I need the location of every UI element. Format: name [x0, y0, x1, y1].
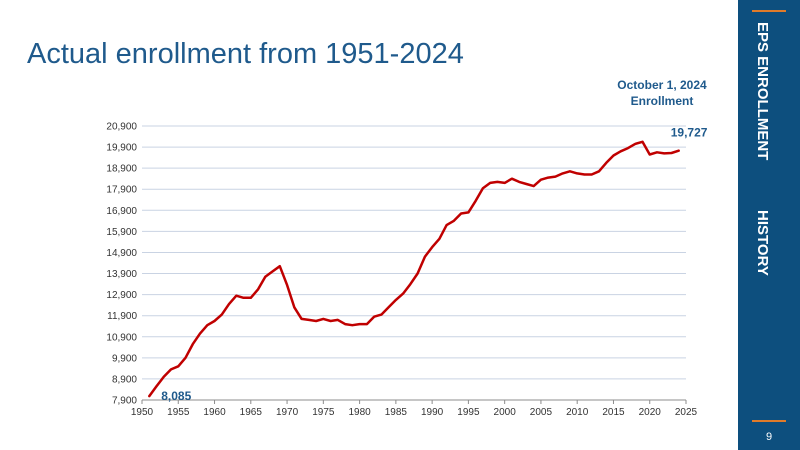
x-tick-label: 2005: [530, 407, 553, 418]
data-label: 19,727: [671, 126, 708, 140]
y-tick-label: 18,900: [106, 164, 137, 175]
sidebar-panel: EPS ENROLLMENT HISTORY 9: [738, 0, 800, 450]
x-tick-label: 1965: [240, 407, 263, 418]
x-tick-label: 2015: [602, 407, 625, 418]
sidebar-bottom-rule: [752, 420, 786, 422]
y-tick-label: 14,900: [106, 248, 137, 259]
x-tick-label: 1975: [312, 407, 335, 418]
y-tick-label: 20,900: [106, 122, 137, 133]
data-label: 8,085: [161, 389, 191, 403]
page-number: 9: [765, 431, 773, 443]
callout-label: Enrollment: [630, 94, 694, 108]
x-tick-label: 1995: [457, 407, 480, 418]
x-axis-ticks: 1950 1955 1960 1965 1970 1975 1980 1985 1990 1995…: [131, 407, 698, 418]
x-tick-label: 2000: [494, 407, 517, 418]
x-tick-label: 1985: [385, 407, 408, 418]
enrollment-callout: October 1, 2024 Enrollment: [598, 77, 726, 109]
chart-data-labels: 8,085 19,727: [161, 126, 708, 403]
y-tick-label: 10,900: [106, 332, 137, 343]
enrollment-line-chart: 7,900 8,900 9,900 10,900 11,900 12,900 13,900 1…: [106, 122, 708, 419]
x-tick-label: 1960: [203, 407, 226, 418]
chart-gridlines: [142, 125, 686, 380]
y-tick-label: 17,900: [106, 185, 137, 196]
chart-axes: [141, 399, 687, 404]
sidebar-title: EPS ENROLLMENT: [754, 22, 771, 161]
y-tick-label: 11,900: [107, 311, 137, 322]
chart-series: [148, 140, 680, 398]
x-tick-label: 1980: [348, 407, 371, 418]
x-tick-label: 1950: [131, 407, 154, 418]
y-tick-label: 9,900: [112, 353, 137, 364]
y-tick-label: 15,900: [106, 227, 137, 238]
x-tick-label: 2020: [639, 407, 662, 418]
enrollment-series-line: [148, 140, 680, 398]
y-tick-label: 16,900: [106, 206, 137, 217]
x-tick-label: 1955: [167, 407, 190, 418]
y-tick-label: 8,900: [112, 374, 137, 385]
y-tick-label: 12,900: [106, 290, 137, 301]
y-tick-label: 19,900: [106, 143, 137, 154]
x-tick-label: 1990: [421, 407, 444, 418]
callout-date: October 1, 2024: [617, 78, 707, 92]
x-tick-label: 2025: [675, 407, 698, 418]
y-axis-ticks: 7,900 8,900 9,900 10,900 11,900 12,900 13,900 1…: [106, 122, 137, 407]
x-tick-label: 1970: [276, 407, 299, 418]
y-tick-label: 7,900: [112, 396, 137, 407]
x-tick-label: 2010: [566, 407, 589, 418]
y-tick-label: 13,900: [106, 269, 137, 280]
sidebar-subtitle: HISTORY: [754, 210, 771, 276]
sidebar-top-rule: [752, 10, 786, 12]
slide-title: Actual enrollment from 1951-2024: [27, 38, 464, 70]
